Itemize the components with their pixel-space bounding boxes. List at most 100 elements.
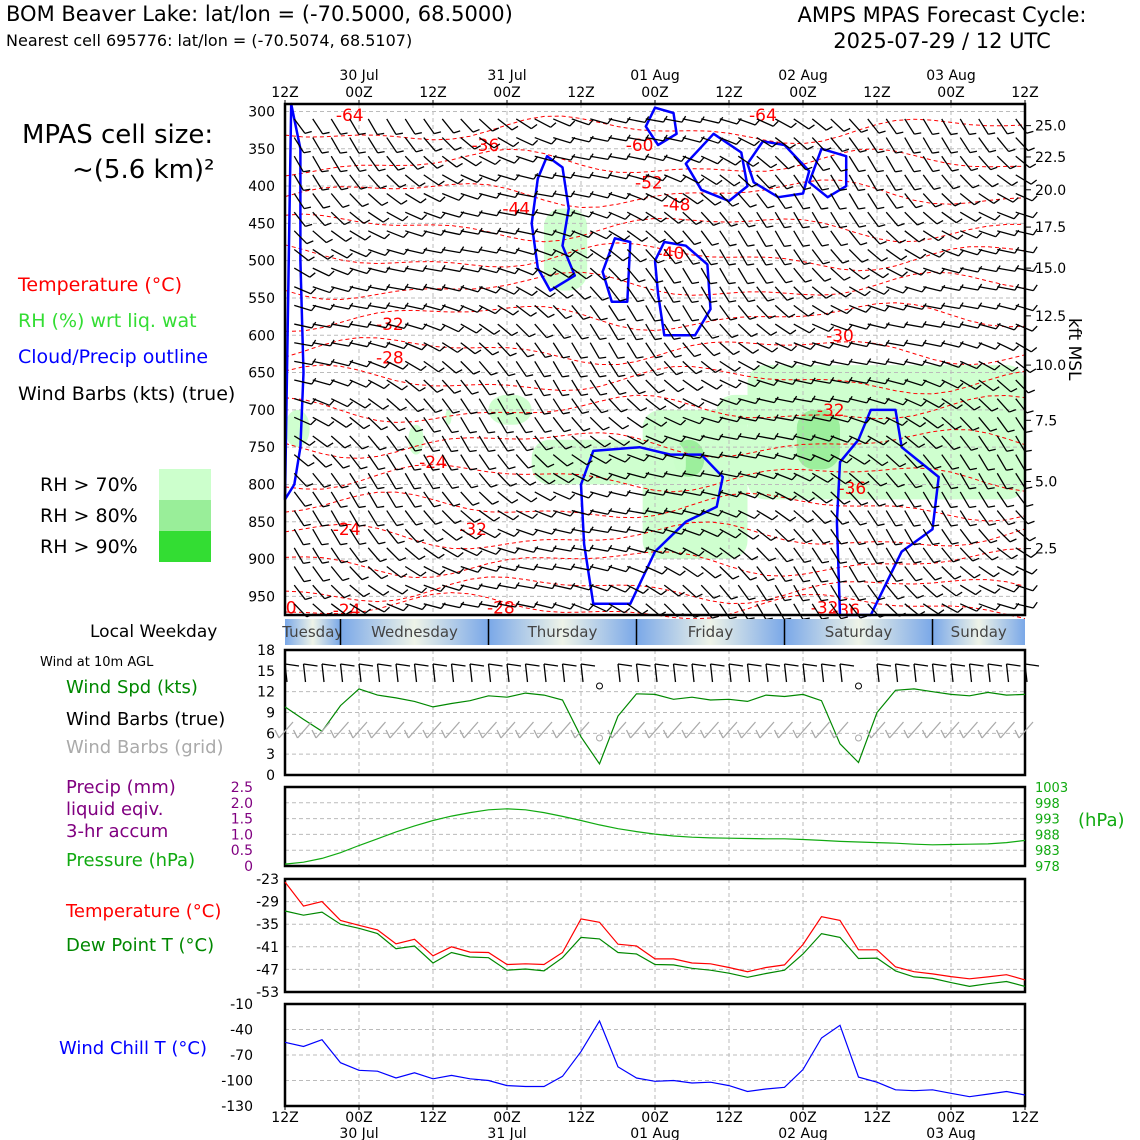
rh-90-swatch — [159, 531, 211, 562]
wind-barb-shaft — [737, 249, 748, 266]
wind-barb — [552, 304, 573, 320]
wind-barb-flag — [619, 391, 627, 396]
wind-barb — [552, 398, 570, 415]
wind-barb-shaft — [442, 192, 460, 201]
wind-barb — [700, 174, 723, 186]
wind-barb-true — [469, 663, 473, 683]
wind-barb-shaft — [664, 547, 682, 556]
wind-barb-shaft — [294, 360, 313, 366]
wind-barb — [830, 118, 851, 132]
wind-barb — [312, 378, 335, 386]
wind-barb — [959, 491, 977, 509]
wind-barb — [590, 171, 613, 179]
wind-barb-shaft — [478, 360, 492, 376]
wind-barb-shaft — [590, 491, 608, 498]
wind-barb-shaft — [645, 174, 664, 182]
wind-barb — [608, 603, 631, 614]
wind-barb — [423, 379, 444, 393]
wind-barb-shaft — [867, 323, 886, 329]
wind-barb-flag — [939, 381, 946, 388]
wind-barb-flag — [492, 127, 500, 132]
precip-ytick-label: 1.0 — [231, 827, 253, 843]
wind-barb-shaft — [552, 304, 567, 319]
wind-barb — [848, 286, 871, 297]
wind-barb-grid-flag — [921, 729, 928, 739]
wind-barb — [330, 137, 348, 154]
wind-barb — [978, 192, 1000, 205]
weekday-bar-label: Local Weekday — [90, 622, 218, 642]
wind-barb-shaft — [386, 435, 398, 451]
wind-barb-shaft — [663, 323, 675, 340]
wind-barb — [627, 173, 650, 181]
wind-barb-shaft — [645, 547, 664, 555]
wind-barb-flag — [773, 396, 779, 404]
wind-barb-flag — [990, 539, 998, 544]
wind-barb-flag — [786, 558, 794, 563]
wind-barb-flag — [899, 239, 907, 244]
wind-barb-shaft — [367, 211, 384, 223]
wind-barb — [978, 454, 996, 471]
wind-barb — [922, 118, 940, 136]
wind-barb-flag — [439, 345, 446, 352]
wind-barb — [386, 248, 409, 255]
wind-barb-grid-flag — [496, 729, 502, 739]
wind-barb-flag — [324, 595, 332, 600]
wind-barb-shaft — [645, 379, 659, 394]
wind-barb — [1015, 323, 1038, 332]
wind-barb-flag — [451, 449, 459, 453]
wind-barb-flag — [360, 186, 368, 190]
wind-barb-flag — [749, 204, 757, 208]
wind-barb-shaft — [441, 435, 452, 452]
wind-barb-shaft — [663, 379, 679, 393]
wind-barb-flag — [1007, 504, 1015, 508]
wind-barb-flag — [940, 284, 946, 292]
wind-barb-shaft — [552, 248, 570, 258]
wind-barb — [423, 323, 446, 332]
wind-barb — [441, 323, 465, 333]
wind-barb — [756, 452, 779, 460]
wind-barb-flag — [858, 169, 866, 173]
wind-barb-shaft — [589, 454, 607, 464]
wind-barb-flag — [605, 458, 612, 464]
wind-barb-flag — [606, 606, 613, 612]
wind-barb-shaft — [664, 472, 683, 478]
wind-barb-shaft — [386, 584, 403, 595]
wind-barb — [941, 510, 958, 527]
wind-barb-shaft — [626, 416, 643, 429]
wind-barb-flag — [414, 132, 422, 135]
wind-barb — [774, 230, 792, 248]
wind-barb — [904, 491, 922, 508]
wind-barb — [367, 584, 390, 596]
wind-barb — [885, 230, 907, 244]
top-date-label: 01 Aug — [630, 68, 680, 84]
wind-barb — [885, 174, 903, 191]
wind-barb-flag — [403, 322, 409, 329]
wind-barb-shaft — [367, 454, 379, 470]
wind-barb-flag — [303, 579, 311, 583]
wind-barb-shaft — [960, 267, 978, 273]
temperature-contour — [284, 464, 1026, 493]
wind-barb — [774, 137, 796, 149]
wind-barb-flag — [918, 443, 926, 448]
top-time-label: 00Z — [345, 85, 372, 101]
wind-barb-flag — [1027, 147, 1035, 152]
wind-barb — [534, 435, 554, 451]
wind-barb-flag — [771, 142, 779, 148]
station-title: BOM Beaver Lake: lat/lon = (-70.5000, 68… — [6, 2, 513, 26]
wind-barb — [312, 584, 332, 600]
wind-barb — [497, 323, 519, 337]
wind-barb-shaft — [552, 267, 569, 279]
wind-barb — [423, 398, 443, 414]
wind-barb — [423, 192, 446, 203]
wind-barb-shaft — [756, 211, 767, 228]
wind-barb — [626, 248, 647, 263]
wind-barb-shaft — [959, 510, 971, 527]
wind-barb-shaft — [830, 118, 845, 132]
wind-barb-true — [617, 663, 621, 683]
wind-barb-flag — [402, 589, 409, 595]
wind-barb-shaft — [441, 323, 459, 333]
wind-barb-shaft — [589, 286, 603, 301]
wind-barb — [534, 267, 557, 277]
wind-panel-title: Wind at 10m AGL — [40, 655, 154, 670]
wind-barb — [404, 211, 428, 221]
